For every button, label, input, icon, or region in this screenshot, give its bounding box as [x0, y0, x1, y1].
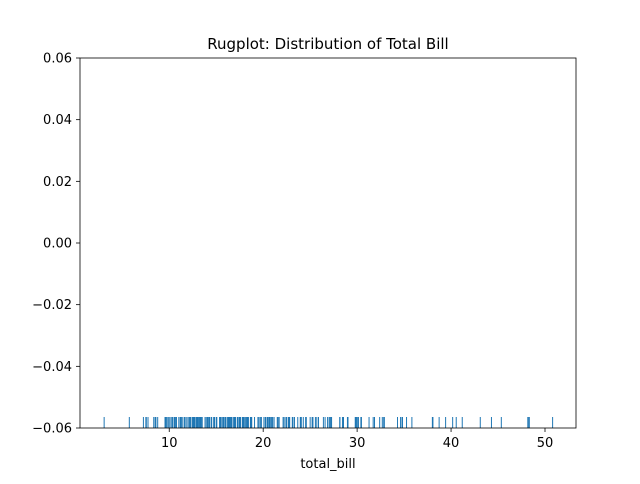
x-tick-label: 50: [537, 436, 554, 451]
x-axis-label: total_bill: [300, 457, 355, 472]
x-tick-label: 20: [255, 436, 272, 451]
x-axis-ticks: 10 20 30 40 50: [161, 428, 553, 451]
x-tick-label: 40: [443, 436, 460, 451]
y-tick-label: 0.04: [43, 113, 72, 128]
x-tick-label: 10: [161, 436, 178, 451]
y-tick-label: −0.06: [32, 422, 72, 437]
rug-ticks: [103, 417, 554, 428]
y-tick-label: 0.00: [43, 237, 72, 252]
y-tick-label: 0.02: [43, 175, 72, 190]
y-axis-ticks: −0.06 −0.04 −0.02 0.00 0.02 0.04 0.06: [32, 52, 80, 437]
x-tick-label: 30: [349, 436, 366, 451]
chart-title: Rugplot: Distribution of Total Bill: [207, 35, 448, 53]
plot-frame: [79, 57, 577, 429]
y-tick-label: 0.06: [43, 52, 72, 67]
y-tick-label: −0.04: [32, 360, 72, 375]
y-tick-label: −0.02: [32, 298, 72, 313]
